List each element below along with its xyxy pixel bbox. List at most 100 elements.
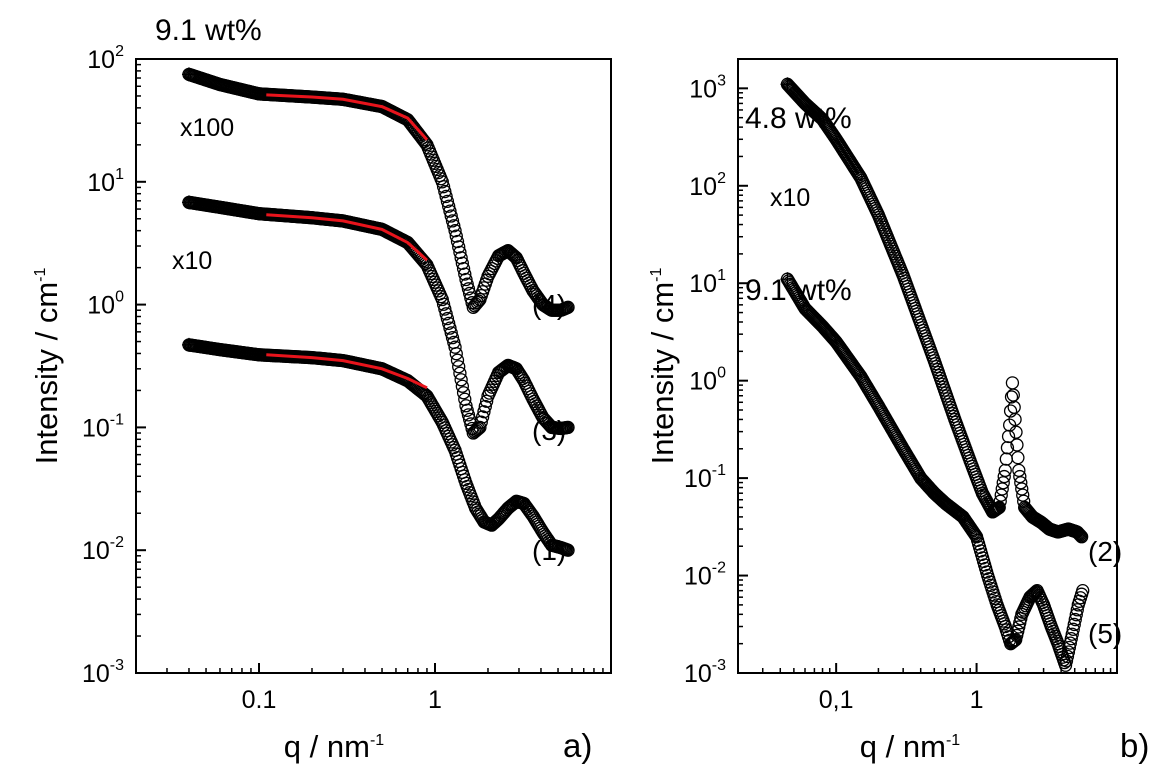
b-point-1-222 [1005, 636, 1019, 650]
b-point-1-279 [1061, 645, 1076, 659]
b-concentration-label-0: 4.8 wt% [745, 102, 852, 135]
a-point-1-231 [473, 420, 487, 435]
a-point-1-202 [436, 297, 451, 311]
b-ytick-label-1: 10-2 [684, 560, 726, 591]
plot-frame-b [737, 58, 1118, 674]
a-series-0: (1) [181, 337, 575, 566]
b-ytick-base-5: 10 [689, 173, 717, 201]
a-point-1-204 [439, 307, 453, 321]
b-xtick-label-0: 0,1 [819, 686, 854, 714]
b-point-1-223 [1006, 635, 1020, 649]
a-fit-line-0 [266, 353, 428, 390]
plot-frame-a [135, 58, 612, 674]
b-point-0-228 [1010, 438, 1024, 452]
b-point-0-293 [1074, 529, 1088, 543]
a-point-2-210 [447, 219, 461, 233]
a-point-1-217 [455, 379, 470, 393]
b-point-1-282 [1064, 632, 1078, 646]
a-point-1-232 [474, 415, 488, 429]
b-point-0-294 [1074, 530, 1089, 544]
a-series-label-0: (1) [532, 535, 566, 566]
a-point-2-206 [442, 199, 456, 213]
b-point-1-229 [1012, 620, 1026, 634]
b-ytick-exp-4: 1 [717, 267, 726, 284]
b-point-0-212 [994, 488, 1008, 502]
b-ytick-exp-3: 0 [717, 365, 726, 382]
b-xlabel: q / nm-1 [860, 729, 960, 764]
b-ytick-label-4: 101 [689, 267, 726, 298]
a-ytick-label-2: 10-1 [82, 411, 124, 442]
a-point-2-300 [561, 300, 575, 314]
b-ytick-exp-6: 3 [717, 72, 726, 89]
a-point-2-220 [459, 272, 473, 287]
b-ytick-exp-1: -2 [712, 560, 726, 577]
a-point-1-205 [440, 311, 455, 326]
a-series-label-2: (4) [532, 289, 566, 320]
a-ytick-base-5: 10 [87, 46, 115, 74]
a-point-2-221 [460, 277, 474, 291]
a-ytick-label-0: 10-3 [82, 657, 124, 688]
a-ytick-exp-0: -3 [110, 657, 124, 674]
a-point-1-230 [471, 421, 486, 436]
a-xtick-label-1: 1 [428, 686, 442, 714]
b-point-1-280 [1062, 640, 1077, 655]
b-point-1-185 [967, 525, 981, 540]
b-ytick-base-2: 10 [684, 465, 712, 493]
a-point-1-203 [438, 302, 452, 316]
b-xlabel-exp: -1 [946, 732, 960, 749]
b-ytick-base-6: 10 [689, 75, 717, 103]
a-point-2-204 [439, 189, 453, 204]
a-point-2-209 [445, 214, 460, 228]
b-ytick-label-0: 10-3 [684, 657, 726, 688]
b-ytick-label-3: 100 [689, 365, 726, 396]
a-ytick-label-4: 101 [87, 166, 124, 197]
a-point-1-212 [449, 347, 463, 361]
a-panel-letter: a) [563, 727, 592, 764]
a-point-1-211 [448, 340, 462, 354]
b-point-0-225 [1007, 400, 1021, 414]
a-point-1-229 [470, 422, 484, 437]
b-point-0-215 [997, 469, 1011, 484]
b-point-0-217 [999, 452, 1013, 466]
b-point-1-288 [1070, 603, 1084, 617]
b-point-1-276 [1058, 658, 1073, 672]
a-series-label-1: (3) [532, 415, 566, 446]
a-ytick-label-1: 10-2 [82, 534, 124, 565]
a-point-2-208 [444, 209, 458, 223]
a-chart-title: 9.1 wt% [155, 14, 262, 47]
a-ytick-exp-2: -1 [110, 411, 124, 428]
b-series-1: (5) 9.1 wt% [745, 272, 1122, 672]
a-point-2-201 [435, 175, 449, 189]
b-ytick-base-1: 10 [684, 563, 712, 591]
a-point-2-205 [440, 194, 455, 208]
b-ytick-base-3: 10 [689, 368, 717, 396]
a-xtick-label-0: 0.1 [242, 686, 277, 714]
a-ytick-base-1: 10 [82, 537, 110, 565]
a-fit-line-1 [266, 213, 429, 262]
b-ytick-exp-2: -1 [712, 462, 726, 479]
b-series-label-1: (5) [1088, 618, 1122, 649]
a-point-1-215 [453, 366, 467, 380]
a-ytick-base-2: 10 [82, 414, 110, 442]
b-series-label-0: (2) [1088, 536, 1122, 567]
a-point-1-207 [443, 321, 457, 335]
b-point-0-213 [995, 482, 1009, 496]
b-point-0-211 [993, 494, 1007, 508]
b-point-0-289 [1070, 525, 1084, 539]
b-point-1-285 [1067, 617, 1081, 632]
b-ylabel: Intensity / cm-1 [645, 267, 680, 464]
a-ytick-base-3: 10 [87, 292, 115, 320]
b-xtick-label-1: 1 [970, 686, 984, 714]
b-point-1-283 [1065, 627, 1079, 641]
b-point-0-290 [1071, 526, 1085, 540]
b-point-0-291 [1072, 527, 1086, 541]
b-ytick-base-4: 10 [689, 270, 717, 298]
b-point-1-278 [1060, 649, 1075, 664]
b-point-0-229 [1011, 451, 1025, 465]
b-point-0-221 [1003, 404, 1018, 418]
a-point-2-222 [461, 282, 476, 296]
a-xlabel-exp: -1 [370, 732, 384, 749]
